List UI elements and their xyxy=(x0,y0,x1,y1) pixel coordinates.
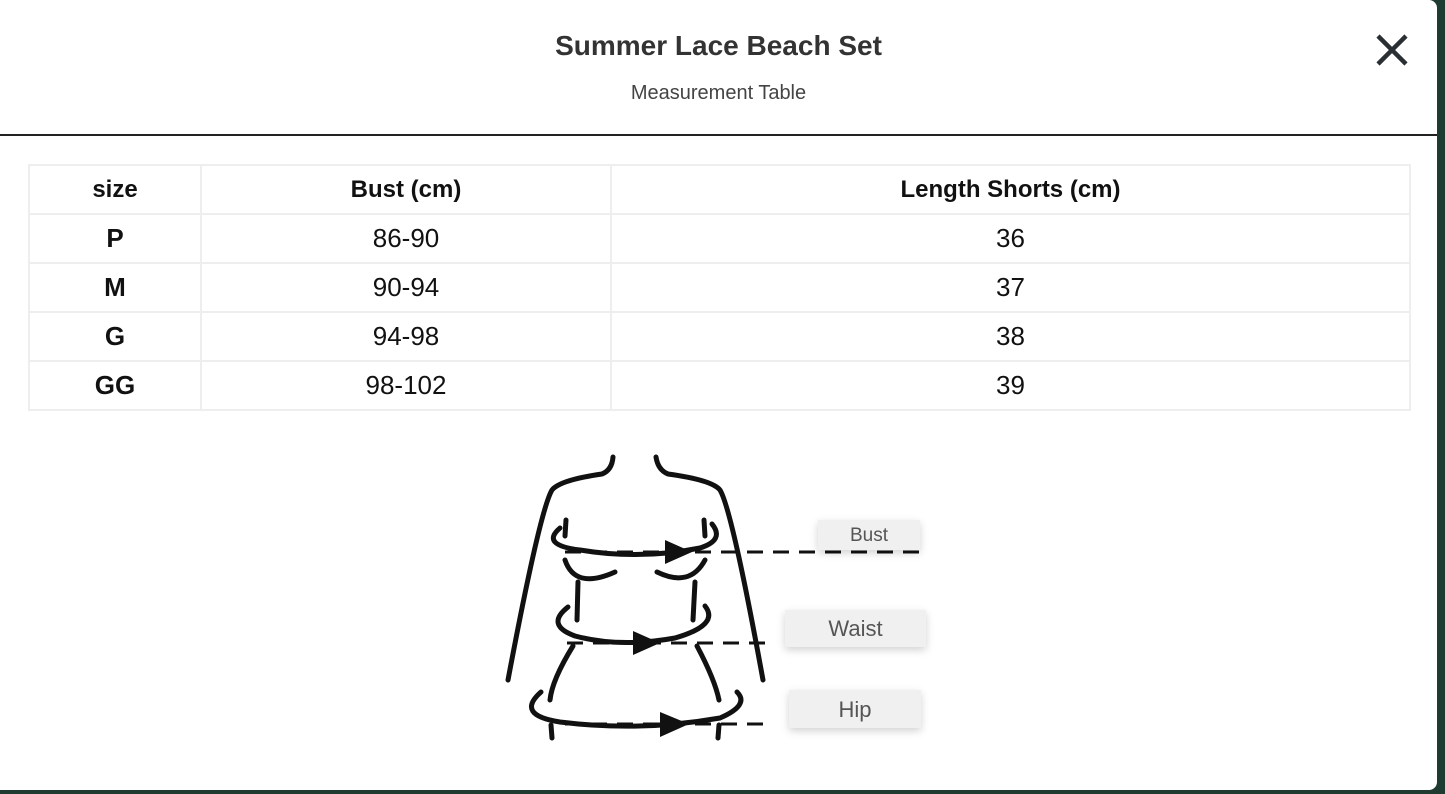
table-row: G 94-98 38 xyxy=(28,311,1411,362)
header-length-shorts: Length Shorts (cm) xyxy=(610,164,1411,215)
size-cell: P xyxy=(28,213,202,264)
table-header-row: size Bust (cm) Length Shorts (cm) xyxy=(28,164,1411,215)
modal-subtitle: Measurement Table xyxy=(630,82,807,104)
size-cell: GG xyxy=(28,360,202,411)
bust-cell: 86-90 xyxy=(200,213,612,264)
bust-arrow-icon xyxy=(665,540,692,564)
hip-sides xyxy=(547,643,722,703)
bust-cell: 98-102 xyxy=(200,360,612,411)
waist-label: Waist xyxy=(785,610,926,647)
bust-cell: 90-94 xyxy=(200,262,612,313)
bust-ring xyxy=(550,521,719,558)
close-icon[interactable] xyxy=(1372,30,1412,70)
table-row: GG 98-102 39 xyxy=(28,360,1411,411)
table-row: P 86-90 36 xyxy=(28,213,1411,264)
length-cell: 38 xyxy=(610,311,1411,362)
length-cell: 37 xyxy=(610,262,1411,313)
length-cell: 36 xyxy=(610,213,1411,264)
modal-header: Summer Lace Beach Set Measurement Table xyxy=(0,0,1437,136)
size-cell: G xyxy=(28,311,202,362)
hip-label: Hip xyxy=(789,690,921,728)
length-cell: 39 xyxy=(610,360,1411,411)
waist-arrow-icon xyxy=(633,631,660,655)
bust-label: Bust xyxy=(818,520,920,550)
bust-cell: 94-98 xyxy=(200,311,612,362)
hip-ring xyxy=(529,689,744,729)
body-outline-right xyxy=(653,454,766,683)
measurement-table: size Bust (cm) Length Shorts (cm) P 86-9… xyxy=(28,164,1411,411)
table-row: M 90-94 37 xyxy=(28,262,1411,313)
hip-arrow-icon xyxy=(660,712,689,737)
header-size: size xyxy=(28,164,202,215)
torso-sides xyxy=(574,579,698,623)
size-cell: M xyxy=(28,262,202,313)
bust-cups xyxy=(562,557,708,582)
header-bust: Bust (cm) xyxy=(200,164,612,215)
modal-title: Summer Lace Beach Set xyxy=(555,30,882,61)
body-outline-left xyxy=(505,454,616,683)
